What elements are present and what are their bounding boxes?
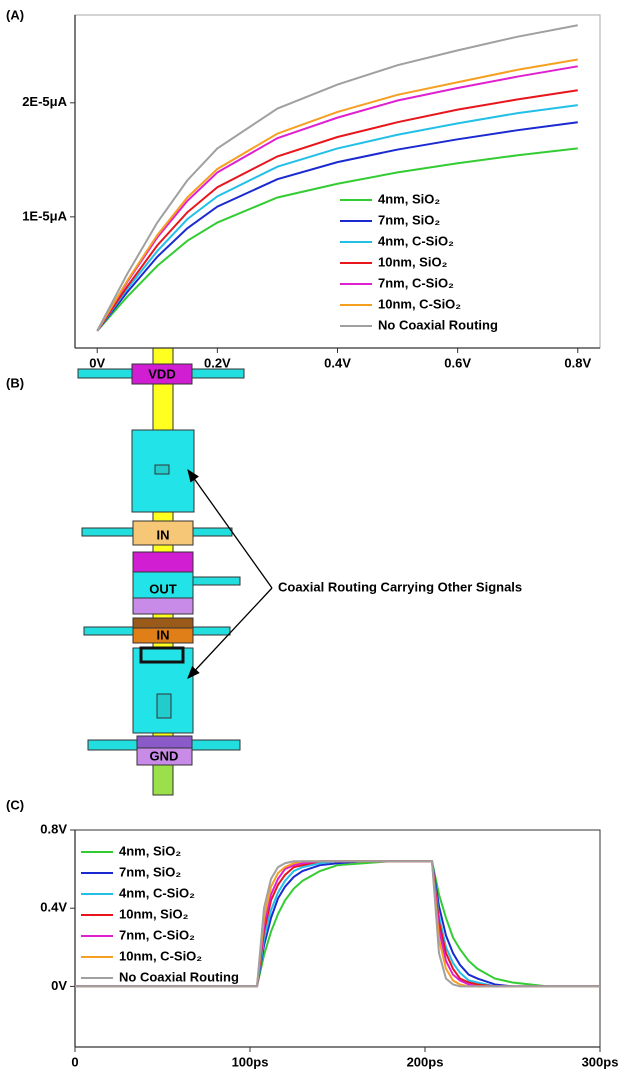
rail (190, 577, 240, 585)
series-line (75, 861, 600, 986)
block (133, 598, 193, 614)
x-tick-label: 0 (71, 1054, 78, 1069)
x-tick-label: 200ps (407, 1054, 444, 1069)
series-line (97, 66, 578, 331)
series-line (75, 861, 600, 986)
inner (157, 694, 171, 718)
series-line (97, 90, 578, 331)
legend-label: 10nm, C-SiO₂ (378, 296, 461, 311)
x-tick-label: 0.8V (564, 355, 591, 370)
x-tick-label: 0.2V (204, 355, 231, 370)
legend-label: 10nm, SiO₂ (119, 906, 189, 921)
inner (155, 465, 169, 474)
legend-label: 7nm, SiO₂ (378, 212, 440, 227)
legend-label: 10nm, SiO₂ (378, 254, 448, 269)
block (137, 736, 192, 748)
page: (A) (B) (C) VDD IN OUT IN GND Coaxial Ro… (0, 0, 625, 1090)
plot-frame (75, 15, 600, 348)
series-line (75, 861, 600, 986)
y-tick-label: 0.8V (40, 821, 67, 836)
legend-label: 7nm, C-SiO₂ (378, 275, 454, 290)
legend-label: 4nm, SiO₂ (119, 843, 181, 858)
legend-label: No Coaxial Routing (378, 317, 498, 332)
legend-label: 7nm, C-SiO₂ (119, 927, 195, 942)
figure: (A) (B) (C) VDD IN OUT IN GND Coaxial Ro… (0, 0, 625, 1090)
legend-label: 4nm, C-SiO₂ (378, 233, 454, 248)
y-tick-label: 1E-5μA (22, 208, 67, 223)
legend-label: No Coaxial Routing (119, 969, 239, 984)
stack-diagram: VDD IN OUT IN GND Coaxial Routing Carryi… (78, 348, 522, 795)
legend-label: 7nm, SiO₂ (119, 864, 181, 879)
legend-label: 4nm, C-SiO₂ (119, 885, 195, 900)
y-tick-label: 0.4V (40, 900, 67, 915)
y-tick-label: 0V (51, 978, 67, 993)
series-line (75, 861, 600, 986)
block-label: OUT (149, 581, 177, 596)
series-line (75, 861, 600, 986)
x-tick-label: 0.4V (324, 355, 351, 370)
series-line (97, 59, 578, 330)
panel-label: (C) (6, 797, 24, 812)
block-label: IN (157, 527, 170, 542)
series-line (97, 122, 578, 331)
x-tick-label: 0.6V (444, 355, 471, 370)
series-line (75, 861, 600, 986)
x-tick-label: 0V (89, 355, 105, 370)
annotation: Coaxial Routing Carrying Other Signals (278, 579, 522, 594)
legend-label: 4nm, SiO₂ (378, 191, 440, 206)
y-tick-label: 2E-5μA (22, 94, 67, 109)
x-tick-label: 300ps (582, 1054, 619, 1069)
series-line (97, 25, 578, 331)
block (133, 552, 193, 572)
series-line (97, 105, 578, 331)
panel-label: (B) (6, 375, 24, 390)
x-tick-label: 100ps (232, 1054, 269, 1069)
block-label: IN (157, 627, 170, 642)
panel-label: (A) (6, 7, 24, 22)
wire (153, 765, 173, 795)
series-line (75, 861, 600, 986)
block-label: VDD (148, 366, 175, 381)
block-label: GND (150, 748, 179, 763)
legend-label: 10nm, C-SiO₂ (119, 948, 202, 963)
